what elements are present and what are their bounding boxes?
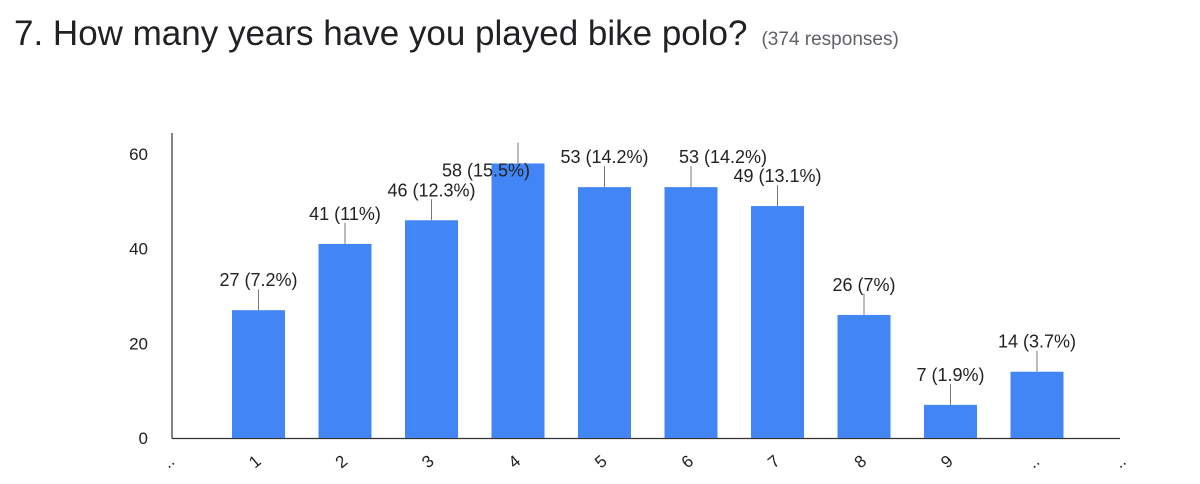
- bar: [664, 187, 718, 438]
- data-label: 53 (14.2%): [560, 147, 648, 167]
- x-tick-label: 5: [591, 451, 610, 472]
- x-tick-label: 3: [418, 451, 437, 472]
- x-tick-label: ..: [1110, 451, 1129, 472]
- data-label: 41 (11%): [309, 204, 381, 224]
- bar: [491, 163, 545, 438]
- bar: [751, 206, 804, 438]
- question-header: 7. How many years have you played bike p…: [14, 14, 899, 54]
- data-label: 53 (14.2%): [679, 147, 767, 167]
- x-tick-label: 8: [851, 451, 870, 472]
- data-label: 58 (15.5%): [442, 160, 530, 180]
- data-label: 14 (3.7%): [998, 332, 1076, 352]
- bar: [924, 404, 977, 438]
- question-title: 7. How many years have you played bike p…: [14, 14, 748, 53]
- bar: [232, 310, 285, 438]
- y-tick-label: 60: [129, 145, 148, 164]
- x-tick-label: 2: [332, 451, 351, 472]
- x-tick-label: 1: [245, 451, 264, 472]
- bar: [405, 220, 458, 438]
- y-tick-label: 40: [129, 240, 148, 259]
- y-tick-label: 20: [129, 334, 148, 353]
- x-tick-label: 6: [678, 451, 697, 472]
- bar: [578, 187, 631, 438]
- y-tick-label: 0: [139, 429, 148, 448]
- bar: [318, 243, 372, 438]
- x-tick-label: 9: [937, 451, 956, 472]
- data-label: 7 (1.9%): [916, 365, 984, 385]
- x-tick-label: 7: [764, 451, 783, 472]
- x-tick-label: 4: [505, 451, 524, 472]
- data-label: 26 (7%): [832, 275, 895, 295]
- data-label: 27 (7.2%): [219, 270, 297, 290]
- data-label: 46 (12.3%): [387, 180, 475, 200]
- response-count: (374 responses): [761, 29, 899, 50]
- x-tick-label: ..: [1024, 451, 1043, 472]
- bar: [1010, 371, 1064, 438]
- bar: [837, 314, 891, 438]
- data-label: 49 (13.1%): [733, 166, 821, 186]
- x-tick-label: ..: [159, 451, 178, 472]
